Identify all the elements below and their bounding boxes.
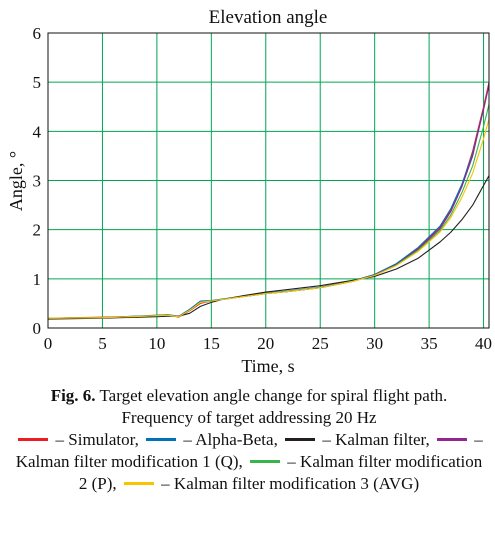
y-tick-label: 4 <box>33 122 42 141</box>
caption-description: Target elevation angle change for spiral… <box>95 386 448 427</box>
x-tick-label: 25 <box>312 334 329 353</box>
y-tick-label: 0 <box>33 319 42 338</box>
x-tick-label: 30 <box>366 334 383 353</box>
legend-separator: , <box>273 430 283 449</box>
legend-item: – Kalman filter modification 2 (P), <box>79 452 482 493</box>
legend-label: Kalman filter modification 3 (AVG) <box>173 474 420 493</box>
y-tick-label: 6 <box>33 24 42 43</box>
x-tick-label: 20 <box>257 334 274 353</box>
figure-caption: Fig. 6. Target elevation angle change fo… <box>14 385 484 495</box>
legend-item: – Simulator, <box>15 430 143 449</box>
series-layer <box>47 82 490 320</box>
legend-dash: – <box>51 430 69 449</box>
legend-item: – Kalman filter modification 1 (Q), <box>16 430 483 471</box>
y-tick-label: 1 <box>33 270 42 289</box>
y-tick-label: 5 <box>33 73 42 92</box>
legend-label: Kalman filter modification 2 (P) <box>78 452 483 493</box>
legend-separator: , <box>112 474 121 493</box>
legend-item: – Alpha-Beta, <box>143 430 282 449</box>
plot-frame <box>47 32 490 329</box>
legend-label: Simulator <box>68 430 135 449</box>
chart-title: Elevation angle <box>209 7 328 28</box>
legend-label: Kalman filter <box>335 430 426 449</box>
legend-dash: – <box>469 430 483 449</box>
series-line-kalman-filter-modification-3-avg <box>47 118 490 319</box>
tick-labels: 0 5 10 15 20 25 30 35 40 0 1 2 3 4 5 6 <box>33 24 493 353</box>
legend-separator: , <box>425 430 434 449</box>
y-tick-label: 2 <box>33 221 42 240</box>
legend-swatch <box>285 438 316 442</box>
legend-swatch <box>146 438 177 442</box>
legend-label: Kalman filter modification 1 (Q) <box>15 452 239 471</box>
x-tick-label: 40 <box>475 334 492 353</box>
y-axis-label: Angle, ° <box>6 151 26 211</box>
legend-separator: , <box>134 430 144 449</box>
legend-swatch <box>18 438 49 442</box>
grid <box>48 33 489 328</box>
x-tick-label: 10 <box>148 334 165 353</box>
legend-dash: – <box>283 452 301 471</box>
legend-item: – Kalman filter modification 3 (AVG) <box>121 474 419 493</box>
x-tick-label: 35 <box>421 334 438 353</box>
legend-label: Alpha-Beta <box>195 430 274 449</box>
caption-text: Fig. 6. Target elevation angle change fo… <box>51 386 448 427</box>
x-tick-label: 5 <box>98 334 107 353</box>
x-tick-label: 0 <box>44 334 53 353</box>
legend-swatch <box>436 438 467 442</box>
legend-item: – Kalman filter, <box>282 430 434 449</box>
legend-dash: – <box>179 430 196 449</box>
legend-swatch <box>250 460 281 464</box>
legend-swatch <box>123 482 154 486</box>
legend-dash: – <box>156 474 174 493</box>
figure-label: Fig. 6. <box>50 386 96 405</box>
legend-separator: , <box>238 452 248 471</box>
x-axis-label: Time, s <box>241 356 294 376</box>
legend: – Simulator, – Alpha-Beta, – Kalman filt… <box>15 430 483 493</box>
y-tick-label: 3 <box>33 172 42 191</box>
x-tick-label: 15 <box>203 334 220 353</box>
legend-dash: – <box>318 430 336 449</box>
